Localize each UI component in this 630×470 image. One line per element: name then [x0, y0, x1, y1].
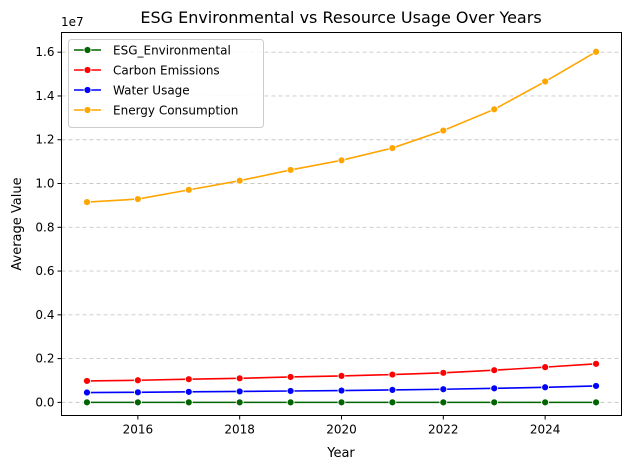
legend-label: Carbon Emissions: [113, 64, 220, 78]
data-point: [388, 398, 397, 407]
data-point: [490, 384, 499, 393]
y-tick-label: 1.0: [35, 177, 54, 191]
y-tick-label: 0.6: [35, 264, 54, 278]
data-point: [541, 383, 550, 392]
legend-label: ESG_Environmental: [113, 44, 231, 58]
data-point: [83, 388, 91, 397]
x-tick-label: 2024: [530, 423, 561, 437]
data-point: [439, 398, 448, 407]
legend-item: Carbon Emissions: [74, 64, 220, 78]
x-tick-label: 2020: [326, 423, 357, 437]
data-point: [490, 366, 499, 375]
y-axis-label: Average Value: [10, 177, 25, 270]
legend-label: Energy Consumption: [113, 104, 238, 118]
data-point: [388, 385, 397, 394]
y-tick-label: 1.2: [35, 133, 54, 147]
data-point: [235, 398, 244, 407]
data-point: [541, 398, 550, 407]
x-axis-label: Year: [326, 446, 355, 461]
data-point: [592, 382, 600, 390]
legend: ESG_Environmental Carbon Emissions Water U…: [68, 39, 264, 128]
data-point: [133, 195, 142, 203]
series-group: [83, 47, 600, 407]
data-point: [184, 387, 193, 396]
data-point: [592, 47, 600, 56]
legend-marker: [83, 86, 92, 94]
data-point: [541, 363, 550, 372]
data-point: [592, 398, 600, 407]
chart-title: ESG Environmental vs Resource Usage Over…: [140, 8, 541, 27]
data-point: [235, 374, 244, 383]
y-tick-label: 0.8: [35, 220, 54, 234]
legend-marker: [83, 66, 92, 74]
data-point: [133, 398, 142, 407]
series-water-usage: [83, 382, 600, 397]
data-point: [286, 398, 295, 407]
data-point: [286, 373, 295, 381]
data-point: [235, 176, 244, 185]
data-point: [541, 77, 550, 86]
data-point: [439, 368, 448, 377]
legend-marker: [83, 106, 92, 114]
data-point: [592, 359, 600, 368]
data-point: [83, 377, 91, 385]
series-carbon-emissions: [83, 359, 600, 385]
data-point: [286, 166, 295, 174]
series-esg-environmental: [83, 398, 600, 407]
data-point: [337, 386, 346, 395]
data-point: [235, 387, 244, 396]
data-point: [133, 388, 142, 397]
y-tick-label: 1.6: [35, 45, 54, 59]
y-tick-label: 0.4: [35, 308, 54, 322]
data-point: [133, 376, 142, 385]
data-point: [490, 105, 499, 114]
y-offset-label: 1e7: [61, 15, 84, 29]
legend-box: [68, 39, 264, 128]
data-point: [337, 371, 346, 380]
data-point: [388, 370, 397, 379]
data-point: [184, 398, 193, 407]
legend-item: Energy Consumption: [74, 104, 238, 118]
data-point: [83, 398, 91, 407]
legend-item: Water Usage: [74, 84, 190, 98]
data-point: [490, 398, 499, 407]
y-tick-label: 0.2: [35, 352, 54, 366]
x-tick-label: 2022: [428, 423, 459, 437]
legend-item: ESG_Environmental: [74, 44, 231, 58]
x-tick-label: 2018: [224, 423, 255, 437]
data-point: [439, 126, 448, 135]
data-point: [439, 385, 448, 394]
y-axis-ticks: 0.0 0.2 0.4 0.6 0.8 1.0 1.2 1.4 1.6: [35, 45, 62, 409]
y-tick-label: 1.4: [35, 89, 54, 103]
x-tick-label: 2016: [123, 423, 154, 437]
data-point: [337, 398, 346, 407]
data-point: [286, 387, 295, 395]
data-point: [184, 185, 193, 194]
legend-marker: [83, 46, 92, 54]
data-point: [83, 198, 91, 207]
legend-label: Water Usage: [113, 84, 190, 98]
data-point: [337, 156, 346, 165]
data-point: [184, 375, 193, 384]
x-axis-ticks: 2016 2018 2020 2022 2024: [123, 415, 561, 437]
data-point: [388, 144, 397, 152]
y-tick-label: 0.0: [35, 395, 54, 409]
series-energy-consumption: [83, 47, 600, 207]
